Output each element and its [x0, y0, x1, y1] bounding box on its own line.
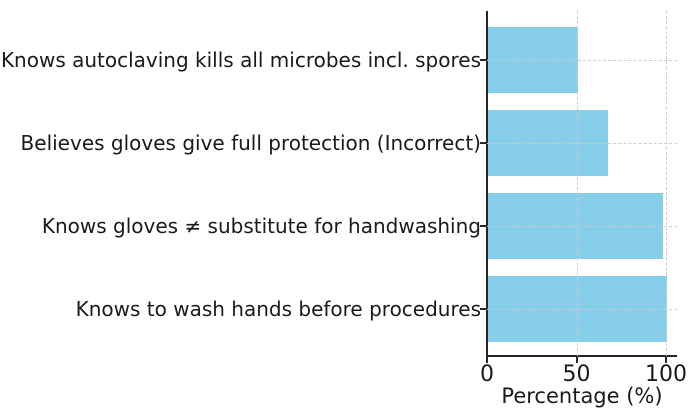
x-tick-label: 0: [480, 362, 494, 387]
y-gridline: [487, 60, 677, 61]
x-axis-spine: [486, 355, 677, 357]
y-tick-mark: [480, 225, 486, 227]
x-tick-mark: [486, 357, 488, 363]
y-tick-mark: [480, 142, 486, 144]
category-label: Knows gloves ≠ substitute for handwashin…: [41, 214, 481, 238]
category-label: Believes gloves give full protection (In…: [20, 131, 481, 155]
y-tick-mark: [480, 59, 486, 61]
x-tick-mark: [575, 357, 578, 363]
x-tick-label: 50: [562, 362, 591, 387]
y-tick-mark: [480, 308, 486, 310]
y-gridline: [487, 143, 677, 144]
x-tick-mark: [665, 357, 667, 363]
x-axis-title: Percentage (%): [501, 384, 663, 408]
y-gridline: [487, 309, 677, 310]
category-label: Knows to wash hands before procedures: [75, 297, 481, 321]
x-tick-label: 100: [645, 362, 687, 387]
x-gridline: [576, 11, 578, 356]
x-gridline: [666, 11, 667, 356]
y-axis-spine: [486, 11, 488, 357]
y-gridline: [487, 226, 677, 227]
category-label: Knows autoclaving kills all microbes inc…: [0, 48, 481, 72]
